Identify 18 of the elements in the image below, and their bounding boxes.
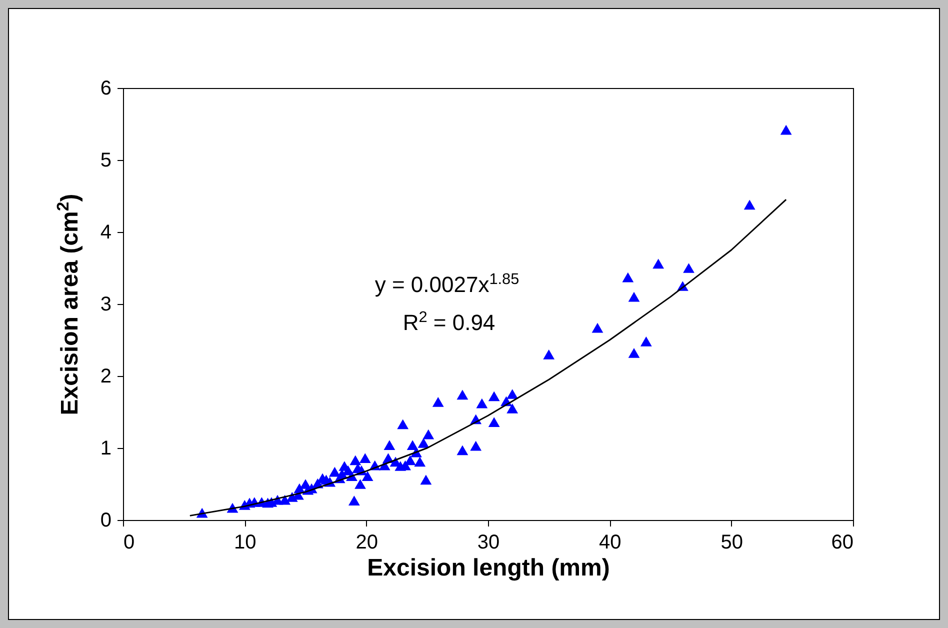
annotation: y = 0.0027x$^{1.85}$ [374, 270, 520, 297]
x-tick-label: 60 [831, 532, 854, 554]
x-axis-title: Excision length (mm) [367, 554, 610, 582]
y-tick-label: 4 [100, 222, 112, 244]
x-tick-label: 10 [234, 532, 256, 554]
x-tick-label: 50 [720, 532, 743, 554]
x-tick-label: 0 [124, 532, 135, 554]
x-tick-label: 40 [599, 532, 622, 554]
y-tick-label: 1 [100, 438, 112, 460]
y-tick-label: 2 [100, 366, 112, 388]
x-tick-label: 30 [477, 532, 500, 554]
x-tick-label: 20 [356, 532, 378, 554]
y-tick-label: 3 [100, 294, 112, 316]
annotation: R$^{2}$ = 0.94 [402, 308, 496, 335]
y-tick-label: 5 [100, 150, 112, 172]
y-tick-label: 0 [100, 510, 112, 532]
y-tick-label: 6 [100, 78, 112, 100]
line-series [189, 198, 787, 516]
